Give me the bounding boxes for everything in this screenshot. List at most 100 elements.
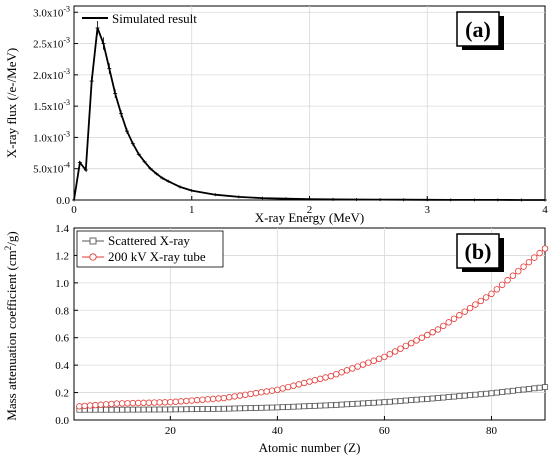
panel-b-circle-marker: [531, 254, 538, 261]
panel-b-circle-marker: [268, 387, 276, 394]
panel-b-legend-frame: [76, 230, 224, 268]
panel-b-circle-marker: [424, 331, 431, 339]
panel-b-square-marker: [451, 393, 457, 400]
panel-b-square-marker: [504, 388, 511, 395]
panel-b-square-marker: [520, 386, 527, 393]
panel-b-circle-marker: [365, 359, 372, 366]
panel-a-x-tick-label: 3: [425, 204, 431, 216]
panel-b-circle-marker: [156, 399, 163, 406]
panel-b-y-tick-label: 0.0: [55, 415, 69, 427]
panel-b-square-marker: [220, 405, 227, 412]
panel-b-square-marker: [515, 387, 522, 394]
panel-b-square-marker: [242, 405, 249, 412]
panel-b-square-marker: [97, 406, 104, 413]
panel-b-square-marker: [119, 406, 126, 413]
panel-b-legend-label: Scattered X-ray: [108, 233, 190, 248]
panel-b-square-marker: [295, 403, 302, 410]
panel-b-circle-marker: [199, 396, 206, 403]
panel-b-circle-marker: [274, 386, 281, 394]
panel-b-square-marker: [108, 406, 115, 413]
panel-b-circle-marker: [188, 397, 195, 404]
panel-b-circle-marker: [118, 400, 126, 407]
panel-b-circle-marker: [247, 390, 254, 398]
panel-b-square-marker: [542, 384, 548, 390]
panel-b-y-axis-label: Mass attenuation coefficient (cm2/g): [3, 231, 19, 420]
panel-a-y-axis-label: X-ray flux (/e-/MeV): [4, 48, 19, 158]
panel-b-circle-marker: [520, 263, 527, 270]
panel-b-square-marker: [301, 403, 308, 410]
panel-a-series-line: [73, 27, 545, 201]
panel-b-circle-marker: [509, 272, 517, 279]
panel-b-plot-area: [73, 227, 546, 421]
panel-b-square-marker: [156, 406, 163, 413]
panel-b-x-tick-label: 60: [379, 425, 391, 437]
panel-a-y-tick-label: 0.0: [56, 195, 70, 207]
panel-b-circle-marker: [252, 389, 260, 397]
panel-b-square-marker: [354, 400, 361, 407]
panel-b-circle-marker: [375, 355, 383, 363]
panel-b-square-marker: [418, 396, 425, 403]
panel-b-legend-square-marker: [89, 237, 97, 245]
panel-b-circle-marker: [418, 334, 426, 341]
panel-a-label: (a): [465, 17, 491, 42]
panel-b-circle-marker: [402, 342, 410, 350]
panel-b-square-marker: [311, 402, 318, 409]
panel-b-circle-marker: [279, 385, 286, 392]
panel-b-y-tick-label: 0.4: [55, 360, 69, 372]
panel-b-square-marker: [247, 405, 254, 411]
panel-b-square-marker: [349, 401, 356, 407]
panel-b-legend-circle-marker: [89, 253, 97, 261]
panel-b-circle-marker: [226, 394, 233, 401]
panel-b-circle-marker: [317, 375, 324, 383]
panel-b-circle-marker: [172, 398, 179, 405]
panel-b-circle-marker: [456, 312, 463, 319]
panel-b-square-marker: [274, 404, 281, 411]
panel-b-square-marker: [258, 404, 265, 411]
panel-a-y-tick-label: 5.0x10-4: [33, 161, 70, 176]
panel-b-circle-marker: [236, 392, 244, 399]
panel-b-circle-marker: [541, 245, 549, 252]
panel-b-label-frame: [456, 233, 500, 269]
panel-b-square-marker: [322, 402, 329, 409]
panel-b-square-marker: [531, 385, 538, 392]
panel-a-y-tick-label: 1.5x10-3: [33, 98, 70, 113]
panel-b-square-marker: [499, 389, 506, 395]
panel-b-circle-marker: [327, 372, 335, 380]
panel-b-square-marker: [135, 406, 142, 413]
panel-a-label-box: (a): [456, 11, 504, 50]
panel-b-square-marker: [172, 406, 179, 413]
panel-b-circle-marker: [295, 381, 302, 388]
panel-b-circle-marker: [343, 367, 351, 374]
panel-b-label-box: (b): [456, 233, 504, 272]
panel-b-square-marker: [306, 403, 313, 409]
panel-b-circle-marker: [515, 268, 522, 275]
panel-b-square-marker: [392, 398, 399, 405]
panel-b-circle-marker: [477, 297, 484, 305]
panel-b-circle-marker: [413, 337, 420, 344]
panel-a-x-tick-label: 0: [71, 204, 77, 216]
panel-a-x-tick-label: 2: [307, 204, 313, 216]
panel-b-circle-marker: [338, 369, 345, 376]
panel-b-square-marker: [408, 397, 415, 404]
panel-b-circle-marker: [306, 378, 313, 385]
panel-b-square-marker: [397, 398, 404, 404]
panel-b-circle-marker: [472, 301, 479, 308]
panel-b-circle-marker: [322, 374, 329, 381]
panel-b-square-marker: [456, 393, 463, 400]
panel-b-circle-marker: [284, 383, 292, 391]
panel-a-legend-label: Simulated result: [112, 11, 197, 26]
panel-a-x-tick-label: 1: [189, 204, 195, 216]
panel-b-circle-marker: [108, 400, 115, 408]
panel-b-circle-marker: [407, 340, 415, 347]
panel-b-circle-marker: [391, 348, 399, 355]
panel-b-square-marker: [269, 404, 275, 411]
panel-b-square-marker: [328, 402, 334, 409]
panel-b-circle-marker: [81, 402, 88, 410]
panel-b-square-marker: [215, 405, 222, 412]
panel-b-square-marker: [263, 404, 270, 411]
panel-b-square-marker: [333, 401, 340, 408]
panel-b-square-marker: [226, 405, 233, 412]
panel-b-square-marker: [344, 401, 350, 408]
panel-a-y-tick-label: 2.0x10-3: [33, 67, 70, 82]
